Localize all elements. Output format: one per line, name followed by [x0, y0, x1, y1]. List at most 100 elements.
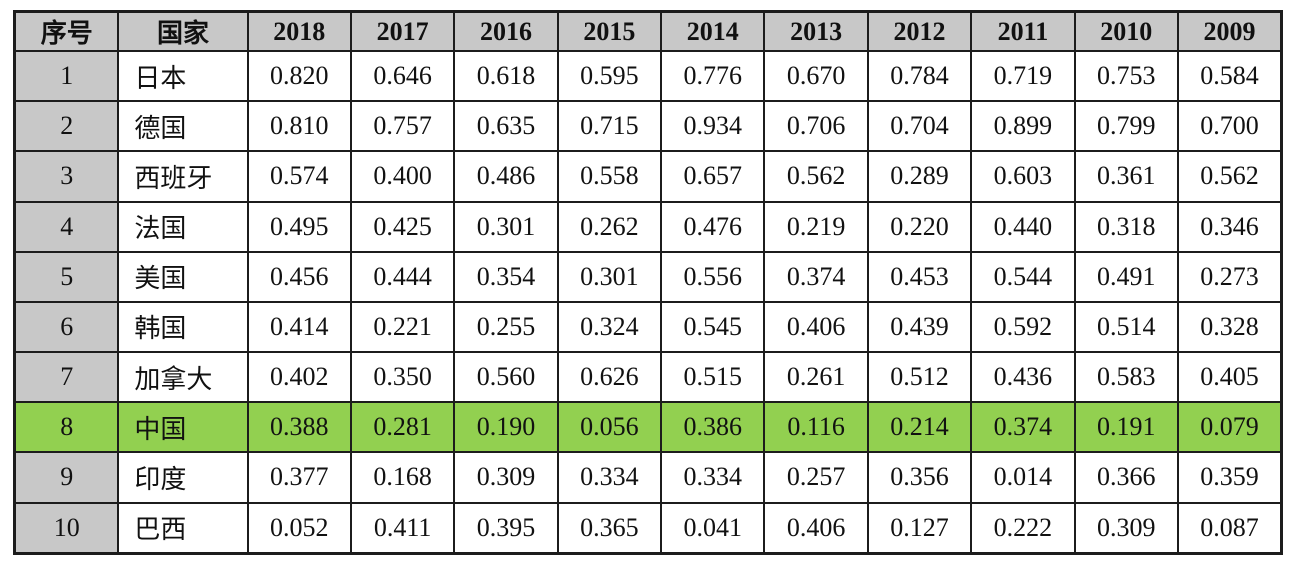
country-name-cell: 印度	[117, 451, 249, 504]
value-cell: 0.603	[970, 150, 1076, 203]
value-cell: 0.190	[453, 401, 559, 454]
header-row: 序号 国家 2018 2017 2016 2015 2014 2013 2012 2011 2010…	[13, 10, 1283, 52]
value-cell: 0.719	[970, 49, 1076, 103]
value-cell: 0.014	[970, 451, 1076, 504]
value-cell: 0.491	[1073, 250, 1179, 303]
row-index-cell: 6	[13, 300, 120, 354]
value-cell: 0.334	[660, 451, 766, 504]
value-cell: 0.361	[1073, 150, 1179, 203]
value-cell: 0.388	[246, 401, 352, 454]
table-row: 2 德国 0.810 0.757 0.635 0.715 0.934 0.706 0.704 0.…	[13, 100, 1283, 153]
value-cell: 0.583	[1073, 351, 1179, 404]
row-index-cell: 2	[13, 100, 120, 153]
value-cell: 0.405	[1176, 351, 1283, 404]
value-cell: 0.456	[246, 250, 352, 303]
value-cell: 0.350	[349, 351, 456, 404]
value-cell: 0.365	[556, 501, 663, 555]
value-cell: 0.116	[763, 401, 869, 454]
value-cell: 0.544	[970, 250, 1076, 303]
row-index-cell: 7	[13, 351, 120, 404]
value-cell: 0.395	[453, 501, 559, 555]
value-cell: 0.934	[660, 100, 766, 153]
country-name-cell: 西班牙	[117, 150, 249, 203]
row-index-cell: 3	[13, 150, 120, 203]
column-header-year: 2017	[349, 10, 456, 52]
table-row: 9 印度 0.377 0.168 0.309 0.334 0.334 0.257 0.356 0.…	[13, 451, 1283, 504]
column-header-year: 2018	[246, 10, 352, 52]
country-name-cell: 日本	[117, 49, 249, 103]
value-cell: 0.799	[1073, 100, 1179, 153]
column-header-year: 2014	[660, 10, 766, 52]
value-cell: 0.354	[453, 250, 559, 303]
value-cell: 0.757	[349, 100, 456, 153]
value-cell: 0.753	[1073, 49, 1179, 103]
value-cell: 0.406	[763, 300, 869, 354]
country-name-cell: 巴西	[117, 501, 249, 555]
value-cell: 0.439	[866, 300, 973, 354]
value-cell: 0.558	[556, 150, 663, 203]
value-cell: 0.052	[246, 501, 352, 555]
value-cell: 0.562	[763, 150, 869, 203]
column-header-label: 序号	[13, 10, 120, 52]
value-cell: 0.056	[556, 401, 663, 454]
value-cell: 0.810	[246, 100, 352, 153]
column-header-label: 国家	[117, 10, 249, 52]
column-header-year: 2010	[1073, 10, 1179, 52]
value-cell: 0.444	[349, 250, 456, 303]
value-cell: 0.595	[556, 49, 663, 103]
value-cell: 0.221	[349, 300, 456, 354]
value-cell: 0.168	[349, 451, 456, 504]
value-cell: 0.377	[246, 451, 352, 504]
value-cell: 0.041	[660, 501, 766, 555]
country-name-cell: 韩国	[117, 300, 249, 354]
table-row: 6 韩国 0.414 0.221 0.255 0.324 0.545 0.406 0.439 0.…	[13, 300, 1283, 354]
value-cell: 0.626	[556, 351, 663, 404]
value-cell: 0.512	[866, 351, 973, 404]
value-cell: 0.406	[763, 501, 869, 555]
row-index-cell: 4	[13, 200, 120, 253]
table-row: 1 日本 0.820 0.646 0.618 0.595 0.776 0.670 0.784 0.…	[13, 49, 1283, 103]
value-cell: 0.318	[1073, 200, 1179, 253]
value-cell: 0.261	[763, 351, 869, 404]
value-cell: 0.436	[970, 351, 1076, 404]
value-cell: 0.414	[246, 300, 352, 354]
value-cell: 0.560	[453, 351, 559, 404]
row-index-cell: 1	[13, 49, 120, 103]
value-cell: 0.356	[866, 451, 973, 504]
value-cell: 0.618	[453, 49, 559, 103]
value-cell: 0.646	[349, 49, 456, 103]
value-cell: 0.776	[660, 49, 766, 103]
row-index-cell: 8	[13, 401, 120, 454]
column-header-year: 2015	[556, 10, 663, 52]
value-cell: 0.574	[246, 150, 352, 203]
table-row: 4 法国 0.495 0.425 0.301 0.262 0.476 0.219 0.220 0.…	[13, 200, 1283, 253]
country-name-cell: 法国	[117, 200, 249, 253]
column-header-year: 2016	[453, 10, 559, 52]
value-cell: 0.301	[453, 200, 559, 253]
value-cell: 0.706	[763, 100, 869, 153]
value-cell: 0.191	[1073, 401, 1179, 454]
country-name-cell: 美国	[117, 250, 249, 303]
column-header-year: 2011	[970, 10, 1076, 52]
value-cell: 0.400	[349, 150, 456, 203]
value-cell: 0.440	[970, 200, 1076, 253]
value-cell: 0.402	[246, 351, 352, 404]
value-cell: 0.255	[453, 300, 559, 354]
value-cell: 0.079	[1176, 401, 1283, 454]
row-index-cell: 10	[13, 501, 120, 555]
value-cell: 0.657	[660, 150, 766, 203]
value-cell: 0.346	[1176, 200, 1283, 253]
value-cell: 0.324	[556, 300, 663, 354]
value-cell: 0.262	[556, 200, 663, 253]
table-row: 5 美国 0.456 0.444 0.354 0.301 0.556 0.374 0.453 0.…	[13, 250, 1283, 303]
value-cell: 0.334	[556, 451, 663, 504]
country-name-cell: 中国	[117, 401, 249, 454]
column-header-year: 2009	[1176, 10, 1283, 52]
value-cell: 0.359	[1176, 451, 1283, 504]
value-cell: 0.635	[453, 100, 559, 153]
value-cell: 0.222	[970, 501, 1076, 555]
value-cell: 0.309	[1073, 501, 1179, 555]
value-cell: 0.515	[660, 351, 766, 404]
value-cell: 0.592	[970, 300, 1076, 354]
value-cell: 0.386	[660, 401, 766, 454]
